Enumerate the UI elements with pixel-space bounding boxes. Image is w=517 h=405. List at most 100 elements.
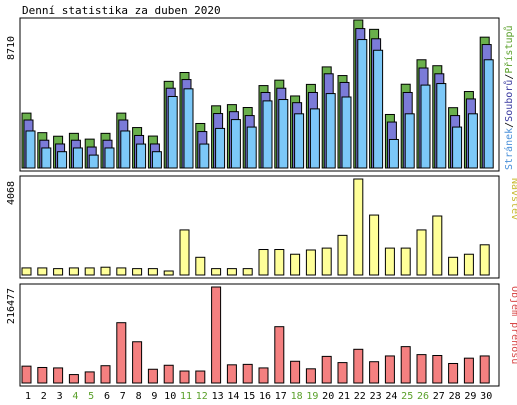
visits-bar [84,267,95,276]
top-legend: Stránek/Souborů/Přístupů [503,25,515,170]
day-label: 14 [227,391,239,402]
kbytes-bar [211,286,222,384]
pages-bar [199,143,210,169]
kbytes-bar [84,371,95,384]
pages-bar [373,49,384,169]
legend-hits: Přístupů [503,25,515,73]
pages-bar [230,119,241,169]
kbytes-bar [147,368,158,384]
x-axis-day-labels: 1 2 3 4 5 6 7 8 9 10 11 12 13 14 15 16 17 18 19 20 21 22 23 24 2… [25,391,492,402]
visits-bar [384,247,395,276]
pages-bar [57,151,68,169]
kbytes-bar [179,370,190,384]
visits-bar [274,249,285,276]
day-label: 6 [104,391,110,402]
visits-bar [290,253,301,276]
legend-separator: / [504,74,515,80]
day-label: 1 [25,391,31,402]
pages-bar [404,113,415,169]
day-label: 24 [385,391,397,402]
pages-bar [246,126,257,169]
kbytes-bar [274,326,285,384]
top-max-label: 8710 [6,36,17,60]
kbytes-bar [226,364,237,384]
day-label: 23 [370,391,382,402]
kbytes-bar [305,368,316,384]
visits-bar [195,256,206,276]
day-label: 7 [120,391,126,402]
kbytes-bar [384,355,395,384]
kbytes-bar [432,355,443,384]
pages-bar [120,130,131,169]
pages-bar [420,84,431,169]
visits-bar [448,256,459,276]
pages-bar [151,151,162,169]
day-label: 16 [259,391,271,402]
kbytes-bar [416,354,427,384]
visits-bar [479,244,490,276]
day-label: 15 [243,391,255,402]
pages-bar [325,93,336,169]
day-label: 30 [480,391,492,402]
pages-bar [104,147,115,169]
kbytes-bar [21,365,32,384]
day-label: 25 [401,391,413,402]
visits-bar [463,253,474,276]
day-label: 13 [212,391,224,402]
visits-bar [337,234,348,276]
kbytes-bar [400,346,411,384]
visits-bar [147,268,158,276]
bottom-legend-kbytes: Objem přenosu [509,286,517,364]
bottom-max-label: 216477 [6,288,17,324]
visits-bar [432,215,443,276]
pages-bar [309,108,320,169]
kbytes-bar [132,341,143,384]
visits-bar [21,267,32,276]
legend-separator: / [504,122,515,128]
visits-bar [258,249,269,276]
day-label: 21 [338,391,350,402]
pages-bar [88,154,99,169]
visits-bar [179,229,190,276]
day-label: 8 [136,391,142,402]
visits-bar [242,268,253,276]
day-label: 18 [291,391,303,402]
kbytes-bar [258,367,269,384]
kbytes-bar [100,365,111,384]
visits-bar [226,268,237,276]
kbytes-bar [53,367,64,384]
top-panel-bars [21,19,494,169]
kbytes-bar [321,355,332,384]
visits-bar [353,178,364,276]
kbytes-bar [68,374,79,384]
day-label: 22 [354,391,366,402]
kbytes-bar [448,362,459,384]
visits-bar [37,267,48,276]
kbytes-bar [463,357,474,384]
pages-bar [41,147,52,169]
pages-bar [136,143,147,169]
bottom-panel-bars [21,286,490,384]
legend-files: Souborů [503,80,515,122]
day-label: 27 [433,391,445,402]
kbytes-bar [116,322,127,384]
day-label: 17 [275,391,287,402]
pages-bar [72,147,83,169]
day-label: 19 [306,391,318,402]
visits-bar [416,229,427,276]
middle-max-label: 4068 [6,181,17,205]
middle-legend-visits: Návštěv [509,178,517,220]
day-label: 29 [464,391,476,402]
pages-bar [278,99,289,169]
day-label: 3 [57,391,63,402]
visits-bar [100,266,111,276]
kbytes-bar [479,355,490,384]
pages-bar [436,83,447,169]
pages-bar [183,88,194,169]
day-label: 20 [322,391,334,402]
visits-bar [400,247,411,276]
pages-bar [357,39,368,169]
pages-bar [25,130,36,169]
visits-bar [116,267,127,276]
